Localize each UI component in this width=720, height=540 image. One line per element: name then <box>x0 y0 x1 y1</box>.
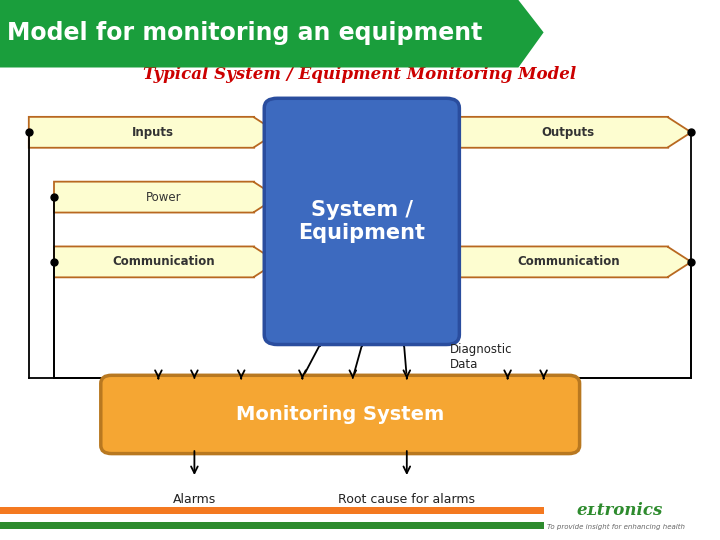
Polygon shape <box>446 246 691 278</box>
Text: Power: Power <box>146 191 182 204</box>
Polygon shape <box>446 117 691 148</box>
Text: Inputs: Inputs <box>132 126 174 139</box>
FancyBboxPatch shape <box>0 515 544 522</box>
Polygon shape <box>29 117 277 148</box>
Polygon shape <box>0 0 544 68</box>
Text: Model for monitoring an equipment: Model for monitoring an equipment <box>7 22 482 45</box>
Text: Diagnostic
Data: Diagnostic Data <box>450 343 513 371</box>
Text: eʟtronics: eʟtronics <box>576 502 662 519</box>
Text: Alarms: Alarms <box>173 493 216 506</box>
FancyBboxPatch shape <box>0 522 544 529</box>
Text: To provide insight for enhancing health: To provide insight for enhancing health <box>546 523 685 530</box>
Text: Monitoring System: Monitoring System <box>236 405 444 424</box>
FancyBboxPatch shape <box>264 98 459 345</box>
Text: Outputs: Outputs <box>542 126 595 139</box>
Polygon shape <box>54 181 277 213</box>
Text: Typical System / Equipment Monitoring Model: Typical System / Equipment Monitoring Mo… <box>143 66 577 83</box>
Text: Root cause for alarms: Root cause for alarms <box>338 493 475 506</box>
Text: System /
Equipment: System / Equipment <box>298 200 426 243</box>
Text: Communication: Communication <box>517 255 620 268</box>
FancyBboxPatch shape <box>101 375 580 454</box>
Text: Communication: Communication <box>113 255 215 268</box>
Polygon shape <box>54 246 277 278</box>
FancyBboxPatch shape <box>0 507 544 514</box>
